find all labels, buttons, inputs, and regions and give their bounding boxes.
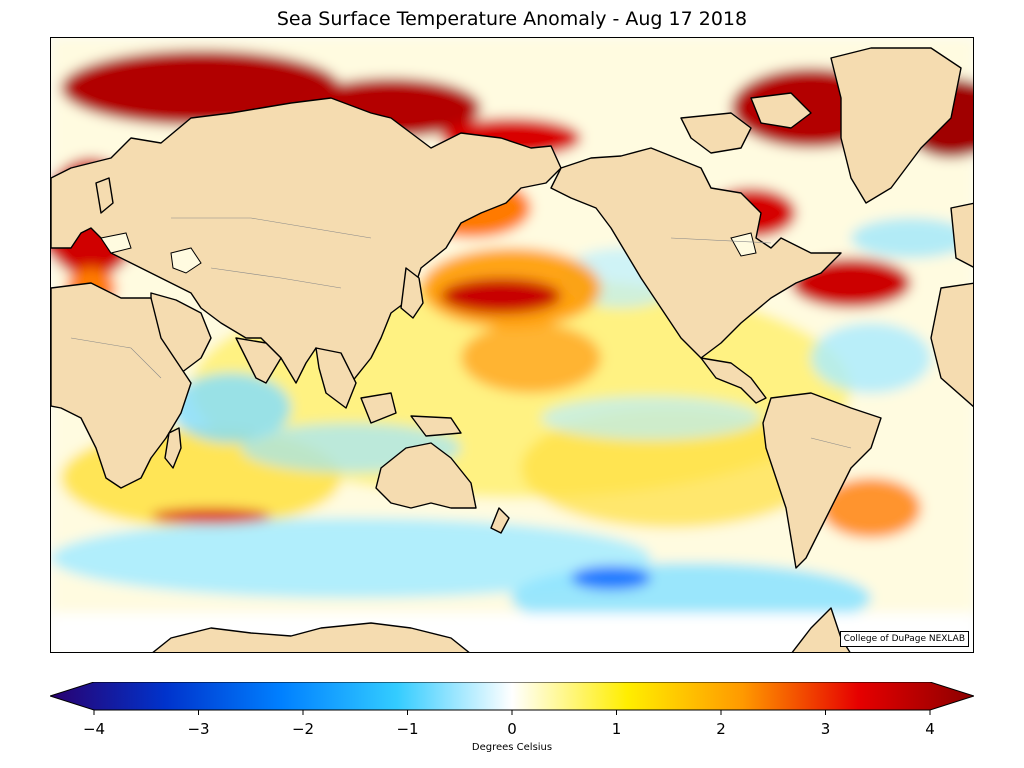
inland-water <box>100 232 757 274</box>
colorbar <box>50 682 974 715</box>
colorbar-tick-label: −2 <box>291 720 315 738</box>
colorbar-tick-label: 2 <box>716 720 726 738</box>
colorbar-tick-label: −1 <box>396 720 419 738</box>
colorbar-tick-label: 3 <box>820 720 831 738</box>
land <box>51 47 973 652</box>
map-canvas <box>51 38 973 652</box>
colorbar-tick-label: 4 <box>925 720 935 738</box>
colorbar-axis-label: Degrees Celsius <box>471 742 553 753</box>
map-title: Sea Surface Temperature Anomaly - Aug 17… <box>276 8 748 30</box>
colorbar-tick-label: 0 <box>507 720 517 738</box>
credit-label: College of DuPage NEXLAB <box>839 631 969 647</box>
colorbar-tick-label: −4 <box>82 720 106 738</box>
colorbar-ticks <box>93 710 931 715</box>
colorbar-tick-label: 1 <box>611 720 622 738</box>
sst-anomaly-map: College of DuPage NEXLAB <box>50 37 974 653</box>
borders <box>70 217 852 449</box>
colorbar-tick-label: −3 <box>187 720 210 738</box>
colorbar-scale <box>50 682 974 711</box>
